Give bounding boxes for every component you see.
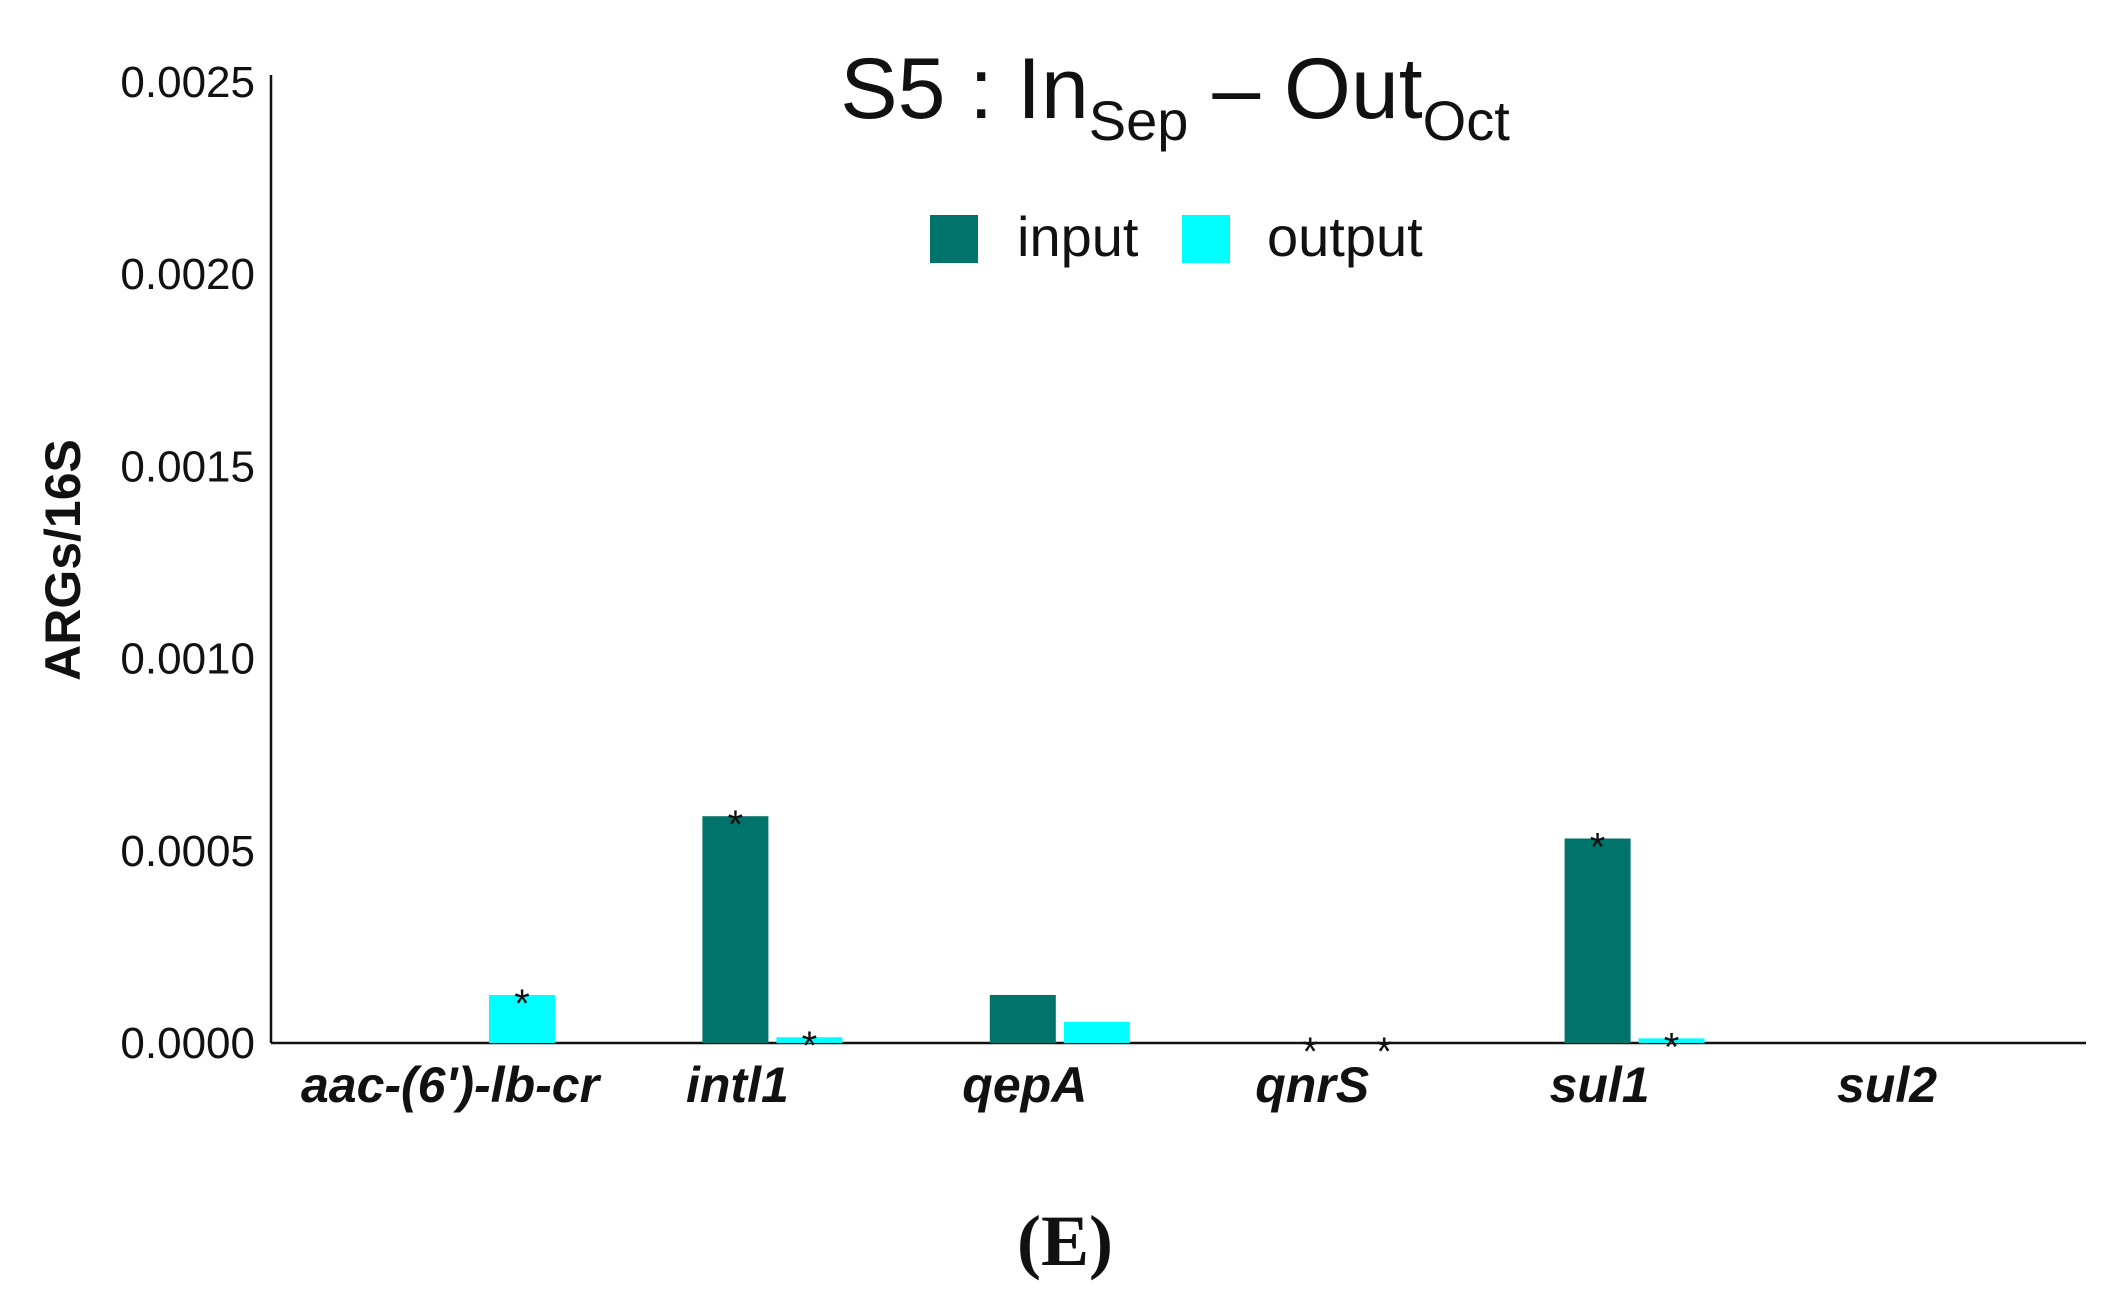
x-axis: aac-(6')-lb-cr intl1 qepA qnrS sul1 sul2 <box>271 1041 2086 1113</box>
legend: input output <box>930 205 1423 268</box>
y-axis: 0.0000 0.0005 0.0010 0.0015 0.0020 0.0025 <box>120 58 273 1068</box>
bar-output <box>1063 1021 1130 1043</box>
significance-star: * <box>802 1024 818 1068</box>
significance-star: * <box>728 803 744 847</box>
bar-output <box>489 994 555 1043</box>
title-prefix: S5 : In <box>840 41 1089 137</box>
legend-swatch-output <box>1182 215 1230 263</box>
y-axis-label: ARGs/16S <box>35 439 91 681</box>
y-tick-label: 0.0020 <box>120 250 255 299</box>
bar-input <box>989 994 1056 1043</box>
x-tick-label: aac-(6')-lb-cr <box>301 1057 602 1113</box>
significance-star: * <box>514 982 530 1026</box>
y-tick-label: 0.0025 <box>120 58 255 107</box>
significance-stars: * * * * * * * <box>514 803 1679 1074</box>
significance-star: * <box>1590 825 1606 869</box>
bars <box>489 816 1705 1043</box>
x-tick-label: qepA <box>962 1057 1087 1113</box>
y-tick-label: 0.0015 <box>120 442 255 491</box>
legend-swatch-input <box>930 215 978 263</box>
significance-star: * <box>1376 1030 1392 1074</box>
x-tick-label: sul2 <box>1837 1057 1937 1113</box>
panel-label: (E) <box>1017 1201 1113 1281</box>
title-subscript-sep: Sep <box>1089 89 1189 152</box>
chart-title: S5 : InSep – OutOct <box>840 41 1510 152</box>
x-tick-label: intl1 <box>686 1057 789 1113</box>
x-tick-label: sul1 <box>1550 1057 1650 1113</box>
significance-star: * <box>1664 1025 1680 1069</box>
significance-star: * <box>1302 1030 1318 1074</box>
title-dash: – Out <box>1188 41 1422 137</box>
y-tick-label: 0.0010 <box>120 635 255 684</box>
bar-output <box>776 1037 843 1043</box>
title-subscript-oct: Oct <box>1423 89 1511 152</box>
bar-input <box>702 816 769 1043</box>
y-tick-label: 0.0000 <box>120 1019 255 1068</box>
bar-input <box>1564 838 1631 1043</box>
bar-output <box>1638 1038 1705 1043</box>
x-tick-label: qnrS <box>1255 1057 1369 1113</box>
legend-label-output: output <box>1267 205 1423 268</box>
legend-label-input: input <box>1017 205 1139 268</box>
y-tick-label: 0.0005 <box>120 827 255 876</box>
